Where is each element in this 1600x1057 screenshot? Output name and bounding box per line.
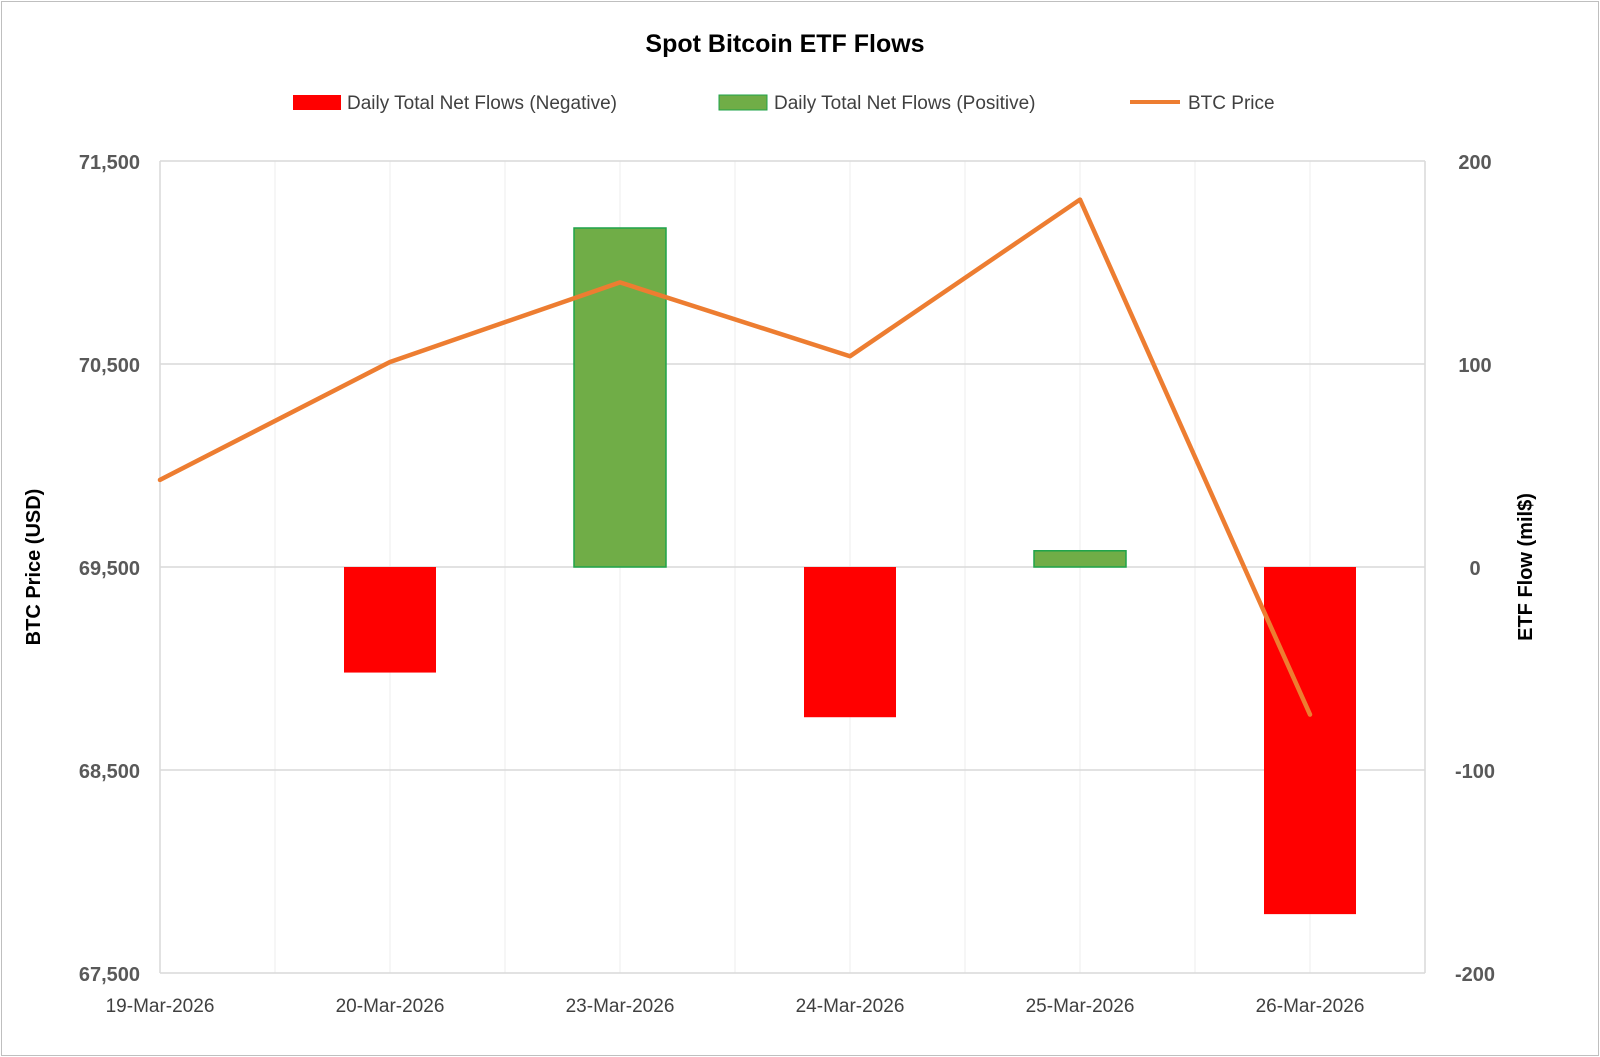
legend-swatch-positive [718,94,768,111]
x-tick-label: 23-Mar-2026 [566,996,675,1017]
x-tick-label: 26-Mar-2026 [1256,996,1365,1017]
y-axis-left-label: BTC Price (USD) [23,489,45,646]
bar-negative [1264,567,1356,915]
y-left-tick-label: 71,500 [79,152,140,174]
y-right-tick-label: -100 [1455,761,1495,783]
legend-label-line: BTC Price [1188,93,1275,114]
bar-negative [804,567,896,718]
bar-positive [573,227,667,568]
y-right-tick-label: 200 [1458,152,1491,174]
legend-swatch-negative [293,95,341,110]
y-axis-right-label: ETF Flow (mil$) [1515,493,1537,641]
y-right-tick-label: 100 [1458,355,1491,377]
legend-label-positive: Daily Total Net Flows (Positive) [774,93,1036,114]
x-tick-label: 20-Mar-2026 [336,996,445,1017]
y-left-tick-label: 69,500 [79,558,140,580]
btc-price-line [157,197,1313,717]
x-tick-label: 25-Mar-2026 [1026,996,1135,1017]
y-left-tick-label: 70,500 [79,355,140,377]
y-right-tick-label: 0 [1469,558,1480,580]
y-right-tick-label: -200 [1455,964,1495,986]
bar-positive [1033,550,1127,568]
x-tick-label: 24-Mar-2026 [796,996,905,1017]
legend-label-negative: Daily Total Net Flows (Negative) [347,93,617,114]
bar-negative [344,567,436,673]
x-tick-label: 19-Mar-2026 [106,996,215,1017]
chart-title: Spot Bitcoin ETF Flows [645,30,924,58]
legend: Daily Total Net Flows (Negative) Daily T… [293,93,1275,114]
y-left-tick-label: 67,500 [79,964,140,986]
y-left-tick-label: 68,500 [79,761,140,783]
